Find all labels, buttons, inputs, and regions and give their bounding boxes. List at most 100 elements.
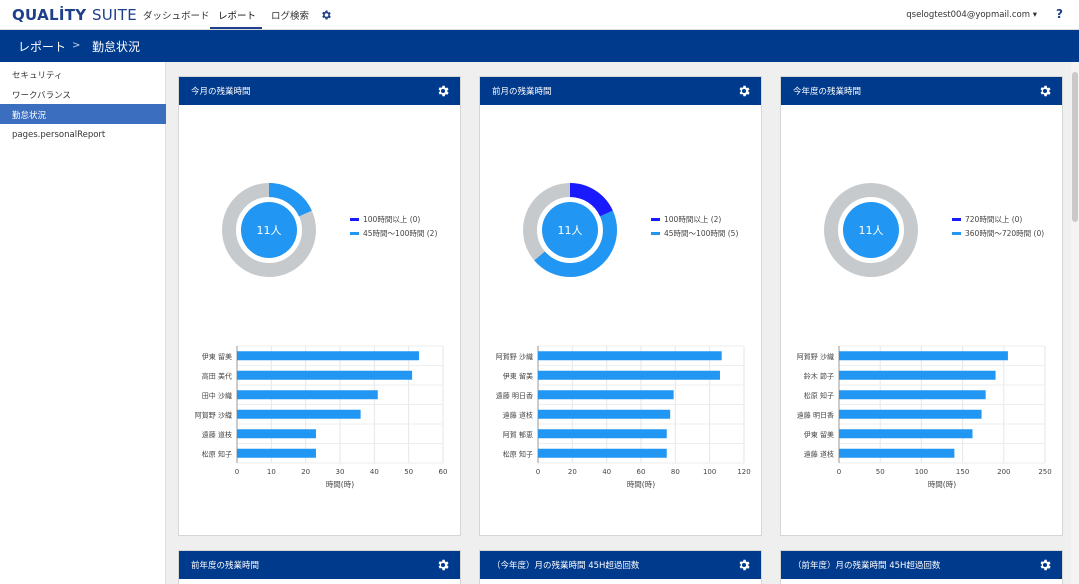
sidebar-item-security[interactable]: セキュリティ: [12, 71, 63, 81]
logo-sub-text: SUITE: [91, 6, 138, 24]
donut-center-label: 11人: [558, 224, 583, 237]
breadcrumb-parent[interactable]: レポート: [18, 40, 67, 54]
nav-active-indicator: [210, 27, 262, 29]
card-settings-gear-icon[interactable]: [1038, 558, 1052, 572]
donut-center: [542, 202, 598, 258]
card-this-year-45h-exceed: （今年度）月の残業時間 45H超過回数: [479, 550, 762, 584]
card-settings-gear-icon[interactable]: [1038, 84, 1052, 98]
legend-swatch: [651, 218, 660, 221]
donut-ring-background: [824, 183, 918, 277]
x-tick-label: 60: [439, 468, 448, 476]
bar: [839, 429, 973, 439]
card-last-year-overtime: 前年度の残業時間: [178, 550, 461, 584]
donut-chart: 11人 720時間以上 (0) 360時間～720時間 (0): [824, 183, 1044, 277]
legend-label: 360時間～720時間 (0): [965, 229, 1044, 238]
category-label: 田中 沙織: [202, 391, 232, 400]
donut-chart: 11人 100時間以上 (0) 45時間～100時間 (2): [222, 183, 437, 277]
x-tick-label: 60: [637, 468, 646, 476]
category-label: 松原 知子: [804, 391, 834, 400]
bar: [237, 390, 378, 400]
card-title: 前月の残業時間: [492, 87, 552, 97]
sidebar-item-work-balance[interactable]: ワークバランス: [12, 91, 71, 101]
card-settings-gear-icon[interactable]: [737, 84, 751, 98]
nav-report[interactable]: レポート: [218, 11, 257, 22]
sidebar-item-attendance[interactable]: 勤怠状況: [0, 104, 166, 124]
category-label: 伊東 留美: [202, 352, 232, 361]
category-label: 伊東 留美: [503, 371, 533, 380]
category-label: 松原 知子: [202, 449, 232, 458]
scrollbar-thumb[interactable]: [1072, 72, 1078, 222]
bar: [839, 370, 996, 380]
category-label: 高田 美代: [202, 371, 232, 380]
x-tick-label: 0: [536, 468, 540, 476]
card-header: 今年度の残業時間: [781, 77, 1062, 105]
legend-label: 720時間以上 (0): [965, 215, 1022, 224]
bar: [237, 370, 413, 380]
card-last-month-overtime: 前月の残業時間 11人 100時間以上 (2) 45時間～100時間 (5) 0 20…: [479, 76, 762, 536]
x-tick-label: 120: [737, 468, 750, 476]
main-content: 今月の残業時間 11人 100時間以上 (0) 45時間～100時間 (2) 0 10…: [166, 62, 1079, 584]
donut-center-label: 11人: [859, 224, 884, 237]
legend-swatch: [952, 232, 961, 235]
x-tick-label: 20: [301, 468, 310, 476]
bar: [237, 409, 361, 419]
category-label: 阿賀野 沙織: [195, 410, 232, 419]
card-settings-gear-icon[interactable]: [737, 558, 751, 572]
x-tick-label: 50: [404, 468, 413, 476]
help-icon[interactable]: ?: [1056, 7, 1063, 21]
x-tick-label: 80: [671, 468, 680, 476]
x-tick-label: 0: [837, 468, 841, 476]
bar: [839, 448, 955, 458]
nav-dashboard[interactable]: ダッシュボード: [143, 11, 210, 22]
settings-gear-icon[interactable]: [320, 9, 332, 21]
user-account-menu[interactable]: qselogtest004@yopmail.com ▾: [906, 10, 1037, 20]
card-title: （今年度）月の残業時間 45H超過回数: [492, 561, 640, 571]
category-label: 阿賀野 沙織: [496, 352, 533, 361]
card-title: 前年度の残業時間: [191, 561, 260, 571]
sidebar-item-personal-report[interactable]: pages.personalReport: [12, 130, 106, 140]
category-label: 遠藤 明日香: [496, 391, 533, 400]
donut-chart: 11人 100時間以上 (2) 45時間～100時間 (5): [523, 183, 738, 277]
legend-label: 100時間以上 (2): [664, 215, 721, 224]
bar: [839, 409, 982, 419]
top-navbar: QUALİTY SUITE ダッシュボード レポート ログ検索 qselogte…: [0, 0, 1079, 30]
x-tick-label: 0: [235, 468, 239, 476]
x-tick-label: 30: [336, 468, 345, 476]
card-header: （前年度）月の残業時間 45H超過回数: [781, 551, 1062, 579]
legend-swatch: [651, 232, 660, 235]
legend-swatch: [350, 232, 359, 235]
legend-label: 100時間以上 (0): [363, 215, 420, 224]
card-header: 前月の残業時間: [480, 77, 761, 105]
category-label: 伊東 留美: [804, 430, 834, 439]
x-axis-label: 時間(時): [928, 480, 956, 489]
nav-log-search[interactable]: ログ検索: [271, 11, 310, 22]
bar: [538, 429, 667, 439]
card-settings-gear-icon[interactable]: [436, 84, 450, 98]
logo-main-text: QUALİTY: [12, 6, 87, 24]
category-label: 遠藤 明日香: [797, 410, 834, 419]
card-last-year-45h-exceed: （前年度）月の残業時間 45H超過回数: [780, 550, 1063, 584]
x-axis-label: 時間(時): [627, 480, 655, 489]
card-title: 今年度の残業時間: [793, 87, 862, 97]
page-scrollbar[interactable]: [1071, 62, 1079, 584]
legend-swatch: [952, 218, 961, 221]
card-settings-gear-icon[interactable]: [436, 558, 450, 572]
x-tick-label: 150: [956, 468, 969, 476]
category-label: 遠藤 道枝: [804, 449, 834, 458]
app-logo[interactable]: QUALİTY SUITE: [12, 6, 137, 24]
x-axis-label: 時間(時): [326, 480, 354, 489]
category-label: 遠藤 道枝: [503, 410, 533, 419]
bar: [839, 390, 986, 400]
donut-slice: [222, 183, 316, 277]
category-label: 遠藤 道枝: [202, 430, 232, 439]
card-header: 今月の残業時間: [179, 77, 460, 105]
category-label: 鈴木 節子: [804, 371, 834, 380]
bar: [538, 448, 667, 458]
x-tick-label: 200: [997, 468, 1010, 476]
sidebar: セキュリティ ワークバランス 勤怠状況 pages.personalReport: [0, 62, 166, 584]
x-tick-label: 10: [267, 468, 276, 476]
donut-center: [843, 202, 899, 258]
